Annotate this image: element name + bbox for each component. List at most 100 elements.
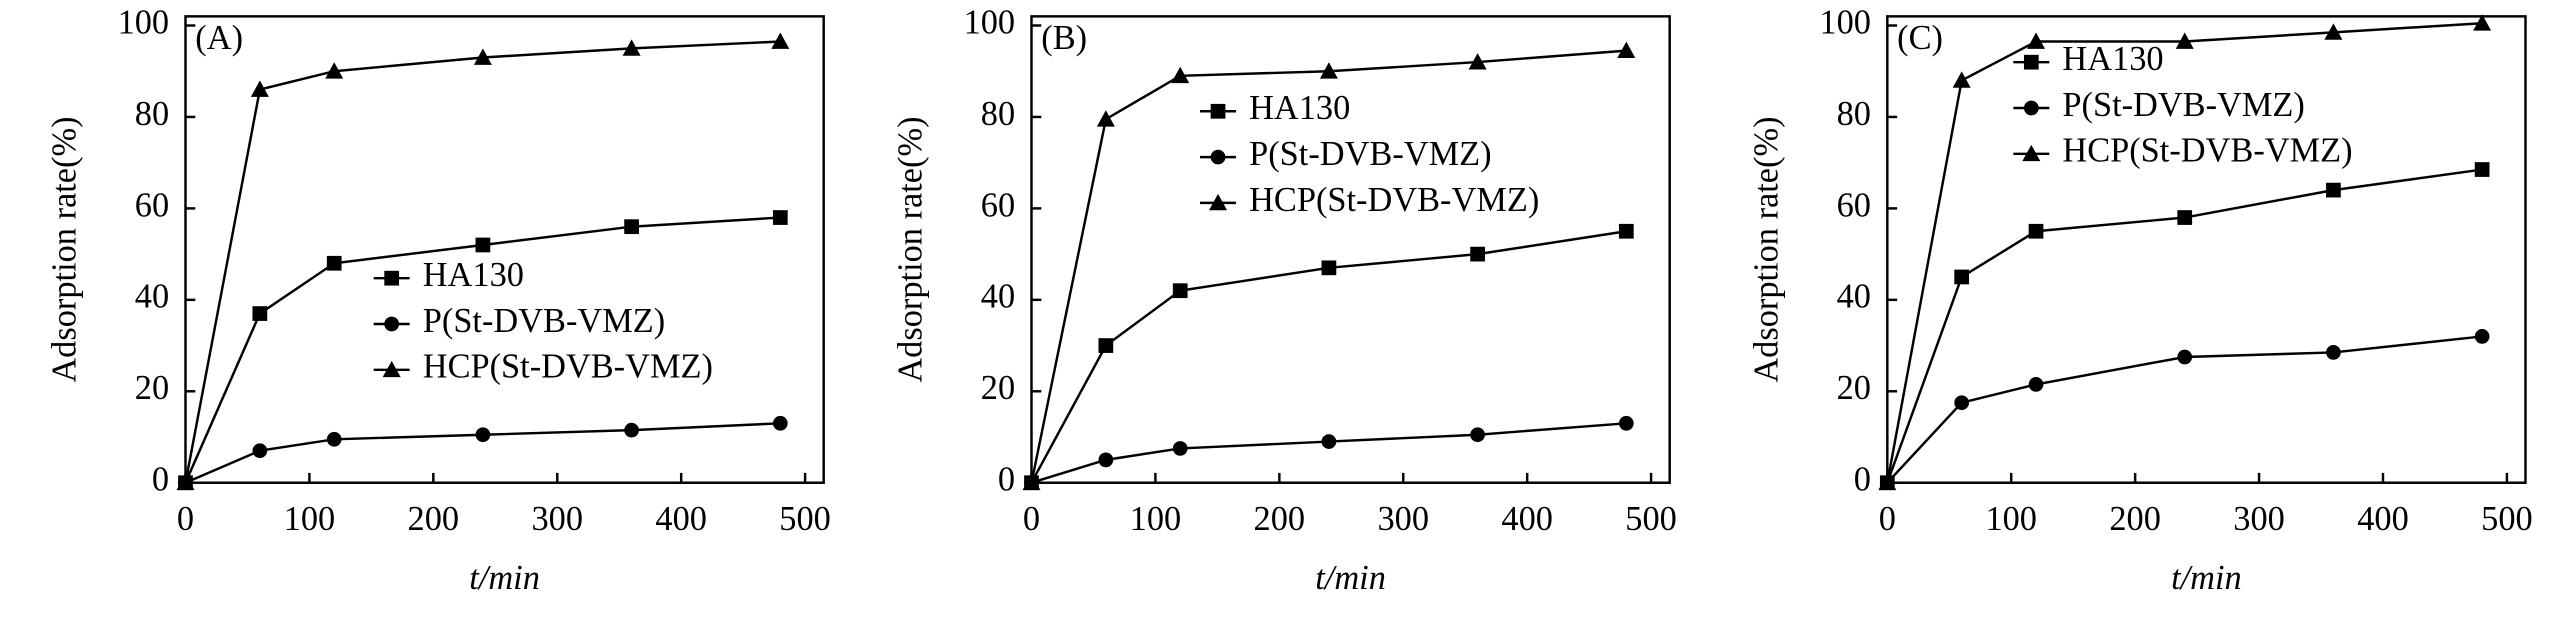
- y-tick-label: 40: [135, 278, 169, 316]
- data-point: [2324, 23, 2343, 40]
- data-point: [2326, 345, 2341, 360]
- x-tick-label: 500: [1625, 500, 1677, 538]
- series-line: [1031, 422, 1627, 484]
- plot-frame: [184, 15, 825, 484]
- legend-label: HA130: [1249, 89, 1350, 127]
- data-point: [1321, 260, 1337, 276]
- legend-label: HCP(St-DVB-VMZ): [423, 348, 713, 386]
- y-tick-label: 100: [1819, 3, 1871, 41]
- legend-label: HCP(St-DVB-VMZ): [2062, 132, 2352, 170]
- y-tick-label: 80: [981, 95, 1015, 133]
- data-point: [1319, 62, 1338, 79]
- y-tick-label: 40: [981, 278, 1015, 316]
- x-tick-label: 300: [2233, 500, 2285, 538]
- data-point: [1321, 434, 1337, 449]
- data-point: [176, 473, 195, 491]
- y-tick-label: 20: [1837, 369, 1871, 407]
- x-tick-label: 100: [1130, 500, 1182, 538]
- legend-label: HCP(St-DVB-VMZ): [1249, 181, 1539, 219]
- legend-label: HA130: [423, 256, 524, 294]
- x-axis-label: t/min: [469, 559, 540, 597]
- data-point: [2177, 349, 2193, 365]
- series-line: [1030, 230, 1627, 484]
- data-point: [1098, 338, 1114, 353]
- series-line: [1030, 49, 1627, 483]
- x-tick-label: 200: [408, 500, 460, 538]
- x-tick-label: 500: [779, 500, 831, 538]
- plot-frame: [1886, 15, 2527, 484]
- series-line: [1886, 335, 2483, 484]
- x-tick-label: 0: [177, 500, 194, 538]
- y-tick-label: 0: [998, 461, 1015, 499]
- x-tick-label: 0: [1879, 500, 1896, 538]
- data-point: [1618, 223, 1634, 239]
- legend-label: P(St-DVB-VMZ): [1249, 135, 1491, 173]
- data-point: [326, 255, 342, 271]
- data-point: [326, 431, 342, 447]
- plot-frame: [1030, 15, 1671, 484]
- y-tick-label: 60: [1837, 186, 1871, 224]
- data-point: [1470, 246, 1485, 262]
- series-line: [184, 216, 781, 484]
- data-point: [475, 237, 491, 253]
- panel-label: (C): [1897, 19, 1943, 57]
- data-point: [2474, 162, 2490, 177]
- data-point: [772, 210, 788, 225]
- x-tick-label: 200: [1254, 500, 1306, 538]
- panel-label: (A): [195, 19, 243, 57]
- legend-marker: [382, 360, 401, 378]
- legend-label: P(St-DVB-VMZ): [423, 302, 665, 340]
- y-tick-label: 100: [964, 3, 1016, 41]
- data-point: [252, 306, 268, 321]
- legend-marker: [2023, 54, 2039, 70]
- data-point: [622, 39, 641, 56]
- data-point: [2326, 182, 2341, 198]
- y-tick-label: 100: [118, 3, 170, 41]
- data-point: [475, 427, 491, 443]
- data-point: [1098, 452, 1114, 468]
- x-tick-label: 100: [284, 500, 336, 538]
- series-line: [1886, 21, 2483, 483]
- x-tick-label: 400: [2357, 500, 2409, 538]
- data-point: [2027, 32, 2046, 49]
- y-tick-label: 80: [1837, 95, 1871, 133]
- data-point: [1022, 473, 1041, 491]
- data-point: [250, 80, 269, 97]
- legend-marker: [2022, 144, 2041, 162]
- data-point: [1954, 395, 1970, 411]
- legend-marker: [384, 270, 400, 286]
- y-tick-label: 20: [135, 369, 169, 407]
- y-tick-label: 80: [135, 95, 169, 133]
- data-point: [325, 62, 344, 79]
- data-point: [1171, 66, 1190, 84]
- x-tick-label: 400: [655, 500, 707, 538]
- y-tick-label: 60: [135, 186, 169, 224]
- data-point: [1468, 53, 1487, 70]
- data-point: [1172, 441, 1188, 456]
- data-point: [771, 32, 790, 49]
- x-tick-label: 0: [1023, 500, 1040, 538]
- data-point: [624, 422, 639, 438]
- data-point: [1470, 427, 1485, 443]
- x-axis-label: t/min: [1315, 559, 1386, 597]
- data-point: [2177, 210, 2193, 225]
- data-point: [1172, 283, 1188, 299]
- data-point: [1954, 269, 1970, 285]
- y-tick-label: 0: [152, 461, 169, 499]
- data-point: [252, 443, 268, 459]
- data-point: [2474, 329, 2490, 344]
- data-point: [2028, 377, 2044, 392]
- x-tick-label: 400: [1501, 500, 1553, 538]
- legend-marker: [1210, 103, 1226, 119]
- x-tick-label: 100: [1985, 500, 2037, 538]
- y-tick-label: 0: [1854, 461, 1871, 499]
- x-tick-label: 200: [2109, 500, 2161, 538]
- x-tick-label: 500: [2481, 500, 2533, 538]
- series-line: [1886, 168, 2483, 484]
- y-tick-label: 60: [981, 186, 1015, 224]
- data-point: [1618, 415, 1634, 431]
- y-tick-label: 20: [981, 369, 1015, 407]
- data-point: [1878, 473, 1897, 491]
